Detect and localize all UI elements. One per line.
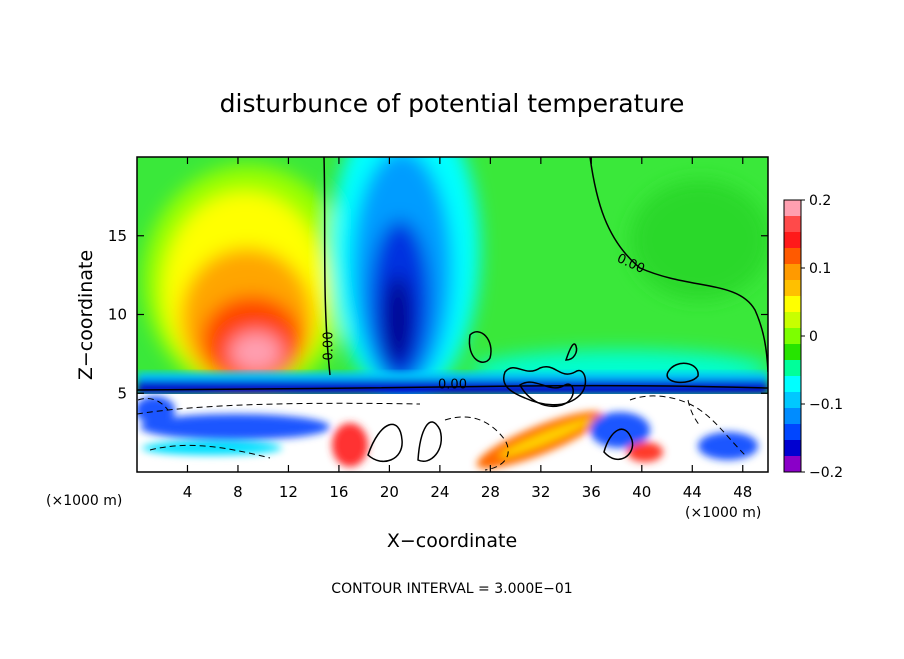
- y-tick-label: 15: [108, 227, 127, 245]
- contour-lower-2: [417, 421, 443, 462]
- cold-band: [137, 378, 768, 394]
- colorbar-swatch: [784, 328, 801, 345]
- contour-lines: [137, 157, 768, 462]
- contour-lower-3: [603, 428, 634, 460]
- zero-contour-layer: [137, 384, 768, 391]
- x-tick-label: 40: [632, 483, 651, 501]
- cold-band-edge: [137, 372, 768, 380]
- dashed-contour-6: [687, 399, 701, 427]
- x-unit-right: (×1000 m): [685, 505, 761, 521]
- colorbar-swatch: [784, 424, 801, 441]
- x-tick-label: 8: [233, 483, 243, 501]
- x-axis-label: X−coordinate: [387, 530, 517, 552]
- colorbar-swatch: [784, 408, 801, 425]
- lower-red-right: [627, 442, 663, 462]
- y-tick-label: 5: [117, 384, 127, 402]
- x-tick-label: 36: [582, 483, 601, 501]
- lower-cyan-band: [142, 441, 282, 455]
- colorbar-swatch: [784, 264, 801, 281]
- colorbar-swatch: [784, 312, 801, 329]
- lower-red-patch: [332, 423, 368, 467]
- dashed-contour-1: [137, 402, 421, 415]
- colorbar-tick-label: 0.2: [809, 193, 831, 209]
- x-tick-label: 20: [380, 483, 399, 501]
- x-unit-left: (×1000 m): [46, 493, 122, 509]
- colorbar-swatch: [784, 296, 801, 313]
- x-tick-label: 4: [183, 483, 193, 501]
- x-tick-label: 12: [279, 483, 298, 501]
- x-tick-label: 44: [683, 483, 702, 501]
- contour-blob-1: [468, 331, 492, 363]
- right-green-patch: [630, 180, 768, 300]
- lower-blue-band: [140, 414, 330, 440]
- contour-interval-note: CONTOUR INTERVAL = 3.000E−01: [331, 581, 572, 597]
- colorbar-swatch: [784, 392, 801, 409]
- x-tick-label: 32: [531, 483, 550, 501]
- x-tick-label: 16: [329, 483, 348, 501]
- x-axis: 4 8 12 16 20 24 28 32 36 40 44 48: [183, 157, 752, 501]
- dashed-contour-4: [629, 395, 746, 456]
- lower-blue-left: [137, 396, 175, 424]
- colorbar-tick-label: −0.2: [809, 465, 843, 481]
- y-axis: 5 10 15: [108, 227, 768, 402]
- contour-blob-2: [666, 362, 699, 384]
- colorbar-swatch: [784, 200, 801, 217]
- colorbar-swatch: [784, 248, 801, 265]
- x-tick-label: 48: [733, 483, 752, 501]
- contour-spike: [564, 343, 578, 361]
- contour-labels: 0.000.000.00: [322, 251, 647, 392]
- contour-tangle: [503, 366, 587, 406]
- dashed-contours: [137, 395, 746, 471]
- zero-contour-left: [323, 157, 331, 376]
- contour-label: 0.00: [438, 378, 467, 393]
- colorbar-swatch: [784, 360, 801, 377]
- y-tick-label: 10: [108, 306, 127, 324]
- colorbar-swatch: [784, 216, 801, 233]
- y-axis-label: Z−coordinate: [75, 250, 97, 380]
- warm-plume-core: [230, 332, 282, 372]
- colorbar-tick-label: 0.1: [809, 261, 831, 277]
- x-tick-label: 28: [481, 483, 500, 501]
- colorbar-swatch: [784, 440, 801, 457]
- colorbar-swatch: [784, 344, 801, 361]
- contour-label: 0.00: [322, 332, 337, 361]
- colorbar: 0.2 0.1 0 −0.1 −0.2: [783, 193, 843, 481]
- colorbar-swatch: [784, 232, 801, 249]
- colorbar-tick-label: −0.1: [809, 397, 843, 413]
- temperature-field: [137, 157, 768, 472]
- contour-tangle-2: [519, 381, 574, 407]
- colorbar-swatch: [784, 376, 801, 393]
- x-tick-label: 24: [430, 483, 449, 501]
- contour-lower-1: [367, 423, 403, 462]
- zero-contour-right: [589, 157, 768, 373]
- cool-plume-core: [384, 275, 412, 365]
- dashed-contour-5: [137, 397, 169, 411]
- colorbar-swatch: [784, 280, 801, 297]
- chart-title: disturbunce of potential temperature: [220, 89, 685, 118]
- colorbar-swatch: [784, 456, 801, 473]
- lower-yellow-band: [498, 418, 592, 458]
- dashed-contour-2: [149, 444, 271, 459]
- colorbar-tick-label: 0: [809, 329, 818, 345]
